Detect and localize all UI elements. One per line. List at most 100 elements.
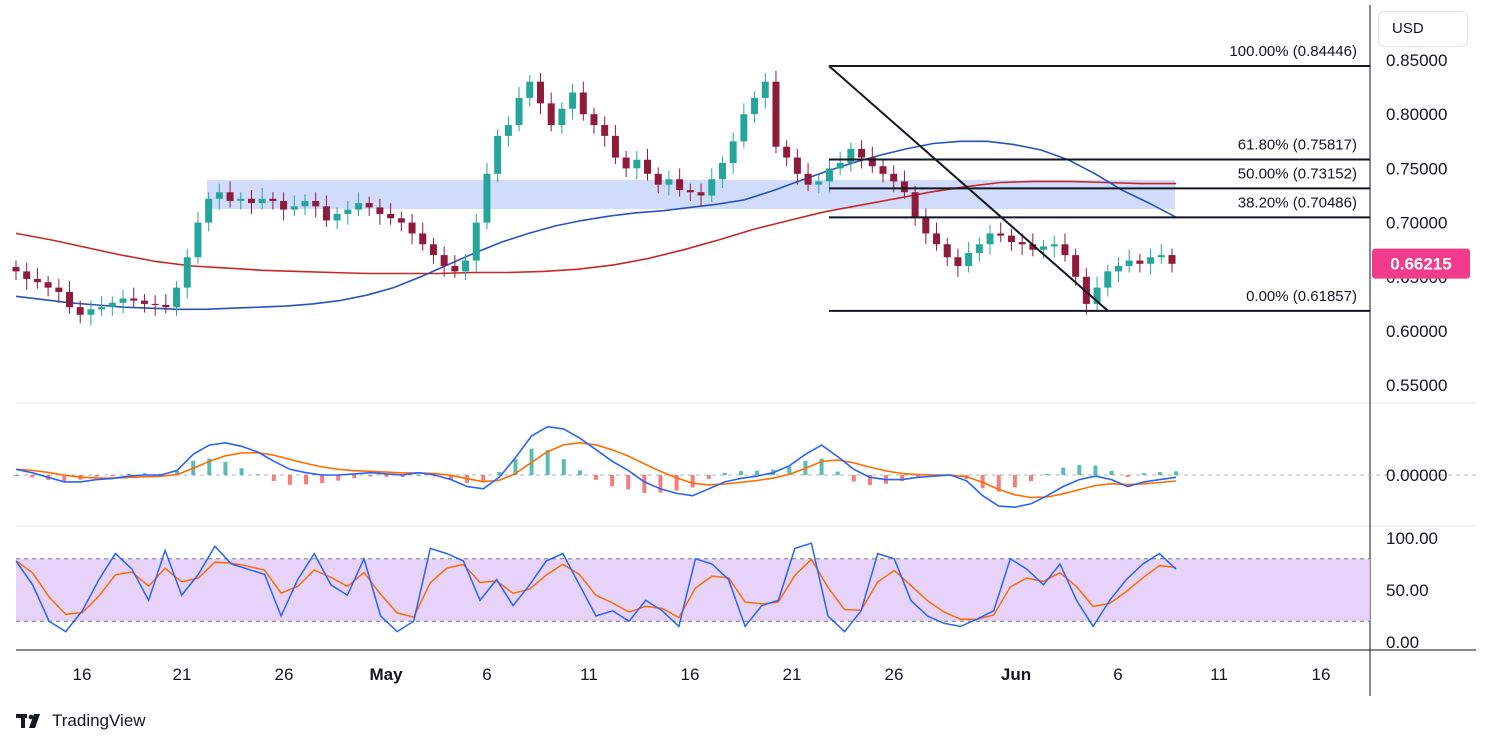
candle-body: [558, 108, 566, 126]
time-tick-label: 26: [885, 665, 904, 684]
macd-panel: 0.00000: [14, 425, 1476, 509]
candle-body: [1104, 271, 1112, 288]
macd-histogram-bar: [271, 475, 276, 481]
price-tick-label: 0.85000: [1386, 51, 1447, 70]
time-tick-label: 21: [783, 665, 802, 684]
candle-body: [879, 166, 887, 174]
time-axis: 16 21 26 May 6 11 16 21 26 Jun 6 11 16: [73, 665, 1331, 684]
candle-body: [130, 298, 138, 301]
candle-body: [1157, 255, 1165, 258]
macd-histogram-bar: [239, 468, 244, 475]
candle-body: [66, 291, 74, 308]
macd-histogram-bar: [223, 461, 228, 475]
candle-body: [33, 278, 41, 283]
candle-body: [718, 162, 726, 180]
macd-histogram-bar: [1093, 465, 1098, 475]
candle-body: [1029, 244, 1037, 250]
macd-histogram-bar: [755, 470, 760, 475]
macd-histogram-bar: [1029, 475, 1033, 482]
candle-body: [783, 146, 791, 158]
supply-zone-rect: [207, 180, 1175, 209]
macd-histogram-bar: [1141, 473, 1146, 475]
moving-averages: [15, 140, 1177, 311]
candle-body: [740, 114, 748, 142]
macd-histogram-bar: [1109, 470, 1114, 475]
candle-body: [429, 244, 437, 256]
current-price-badge: [1372, 248, 1470, 279]
candle-body: [933, 233, 941, 245]
macd-histogram-bar: [142, 473, 147, 475]
candle-body: [215, 192, 223, 199]
time-tick-label: 11: [1210, 665, 1228, 684]
fib-level-label: 0.00% (0.61857): [1246, 288, 1357, 305]
candle-body: [312, 200, 320, 207]
macd-histogram-bar: [416, 474, 421, 476]
candle-body: [258, 198, 266, 204]
candle-body: [76, 307, 84, 315]
candle-body: [1136, 260, 1144, 264]
candle-body: [1040, 246, 1048, 250]
time-tick-label: 16: [1312, 665, 1331, 684]
candle-body: [1007, 235, 1015, 243]
macd-histogram-bar: [787, 466, 792, 475]
candle-body: [547, 103, 555, 126]
tradingview-brand[interactable]: TradingView: [16, 711, 146, 731]
stoch-rsi-panel: 100.00 50.00 0.00: [15, 529, 1438, 652]
macd-histogram-bar: [819, 458, 824, 475]
fib-level-label: 50.00% (0.73152): [1238, 165, 1357, 182]
candle-body: [1061, 244, 1069, 256]
macd-histogram-bar: [62, 475, 67, 482]
current-price-label: 0.66215: [1390, 255, 1451, 274]
candle-body: [815, 181, 823, 185]
macd-histogram-bar: [835, 471, 840, 475]
macd-histogram-bar: [867, 475, 872, 486]
macd-histogram-bar: [352, 475, 357, 479]
currency-selector[interactable]: USD: [1378, 11, 1468, 47]
price-tick-label: 0.55000: [1386, 376, 1447, 395]
candle-body: [526, 81, 534, 98]
candle-body: [183, 257, 191, 288]
candle-body: [333, 213, 341, 221]
macd-histogram-bar: [610, 475, 615, 487]
macd-histogram-bar: [658, 475, 663, 493]
macd-histogram-bar: [561, 459, 566, 475]
rsi-line: [15, 542, 1177, 633]
macd-histogram-bar: [126, 473, 131, 475]
candle-body: [344, 209, 352, 214]
macd-histogram-bar: [14, 475, 18, 476]
time-tick-label: 11: [580, 665, 598, 684]
candle-body: [676, 179, 684, 191]
candle-body: [494, 135, 502, 174]
candle-body: [440, 255, 448, 266]
candle-body: [622, 157, 630, 169]
candle-body: [697, 192, 705, 196]
candle-body: [729, 141, 737, 163]
candle-body: [408, 222, 416, 234]
macd-histogram-bar: [94, 475, 99, 477]
macd-histogram-bar: [207, 458, 212, 475]
candle-body: [900, 181, 908, 193]
macd-signal-line: [15, 441, 1177, 499]
macd-zero-label: 0.00000: [1386, 466, 1447, 485]
price-tick-label: 0.60000: [1386, 322, 1447, 341]
candle-body: [119, 298, 127, 303]
fib-level-label: 38.20% (0.70486): [1238, 194, 1357, 211]
candle-body: [922, 217, 930, 234]
candle-body: [1125, 260, 1133, 266]
macd-histogram-bar: [304, 475, 308, 485]
macd-histogram-bar: [30, 475, 35, 478]
fib-level-label: 100.00% (0.84446): [1229, 43, 1357, 60]
macd-histogram-bar: [1045, 473, 1050, 475]
candle-body: [975, 244, 983, 253]
macd-histogram-bar: [513, 459, 518, 475]
macd-histogram-bar: [545, 450, 550, 475]
supply-zone: [207, 180, 1175, 209]
macd-histogram-bar: [1157, 472, 1162, 475]
macd-histogram-bar: [674, 475, 679, 491]
candle-body: [419, 233, 427, 245]
brand-name: TradingView: [52, 711, 146, 730]
candle-body: [1018, 242, 1026, 245]
macd-histogram-bar: [1061, 467, 1066, 475]
candle-body: [943, 244, 951, 258]
